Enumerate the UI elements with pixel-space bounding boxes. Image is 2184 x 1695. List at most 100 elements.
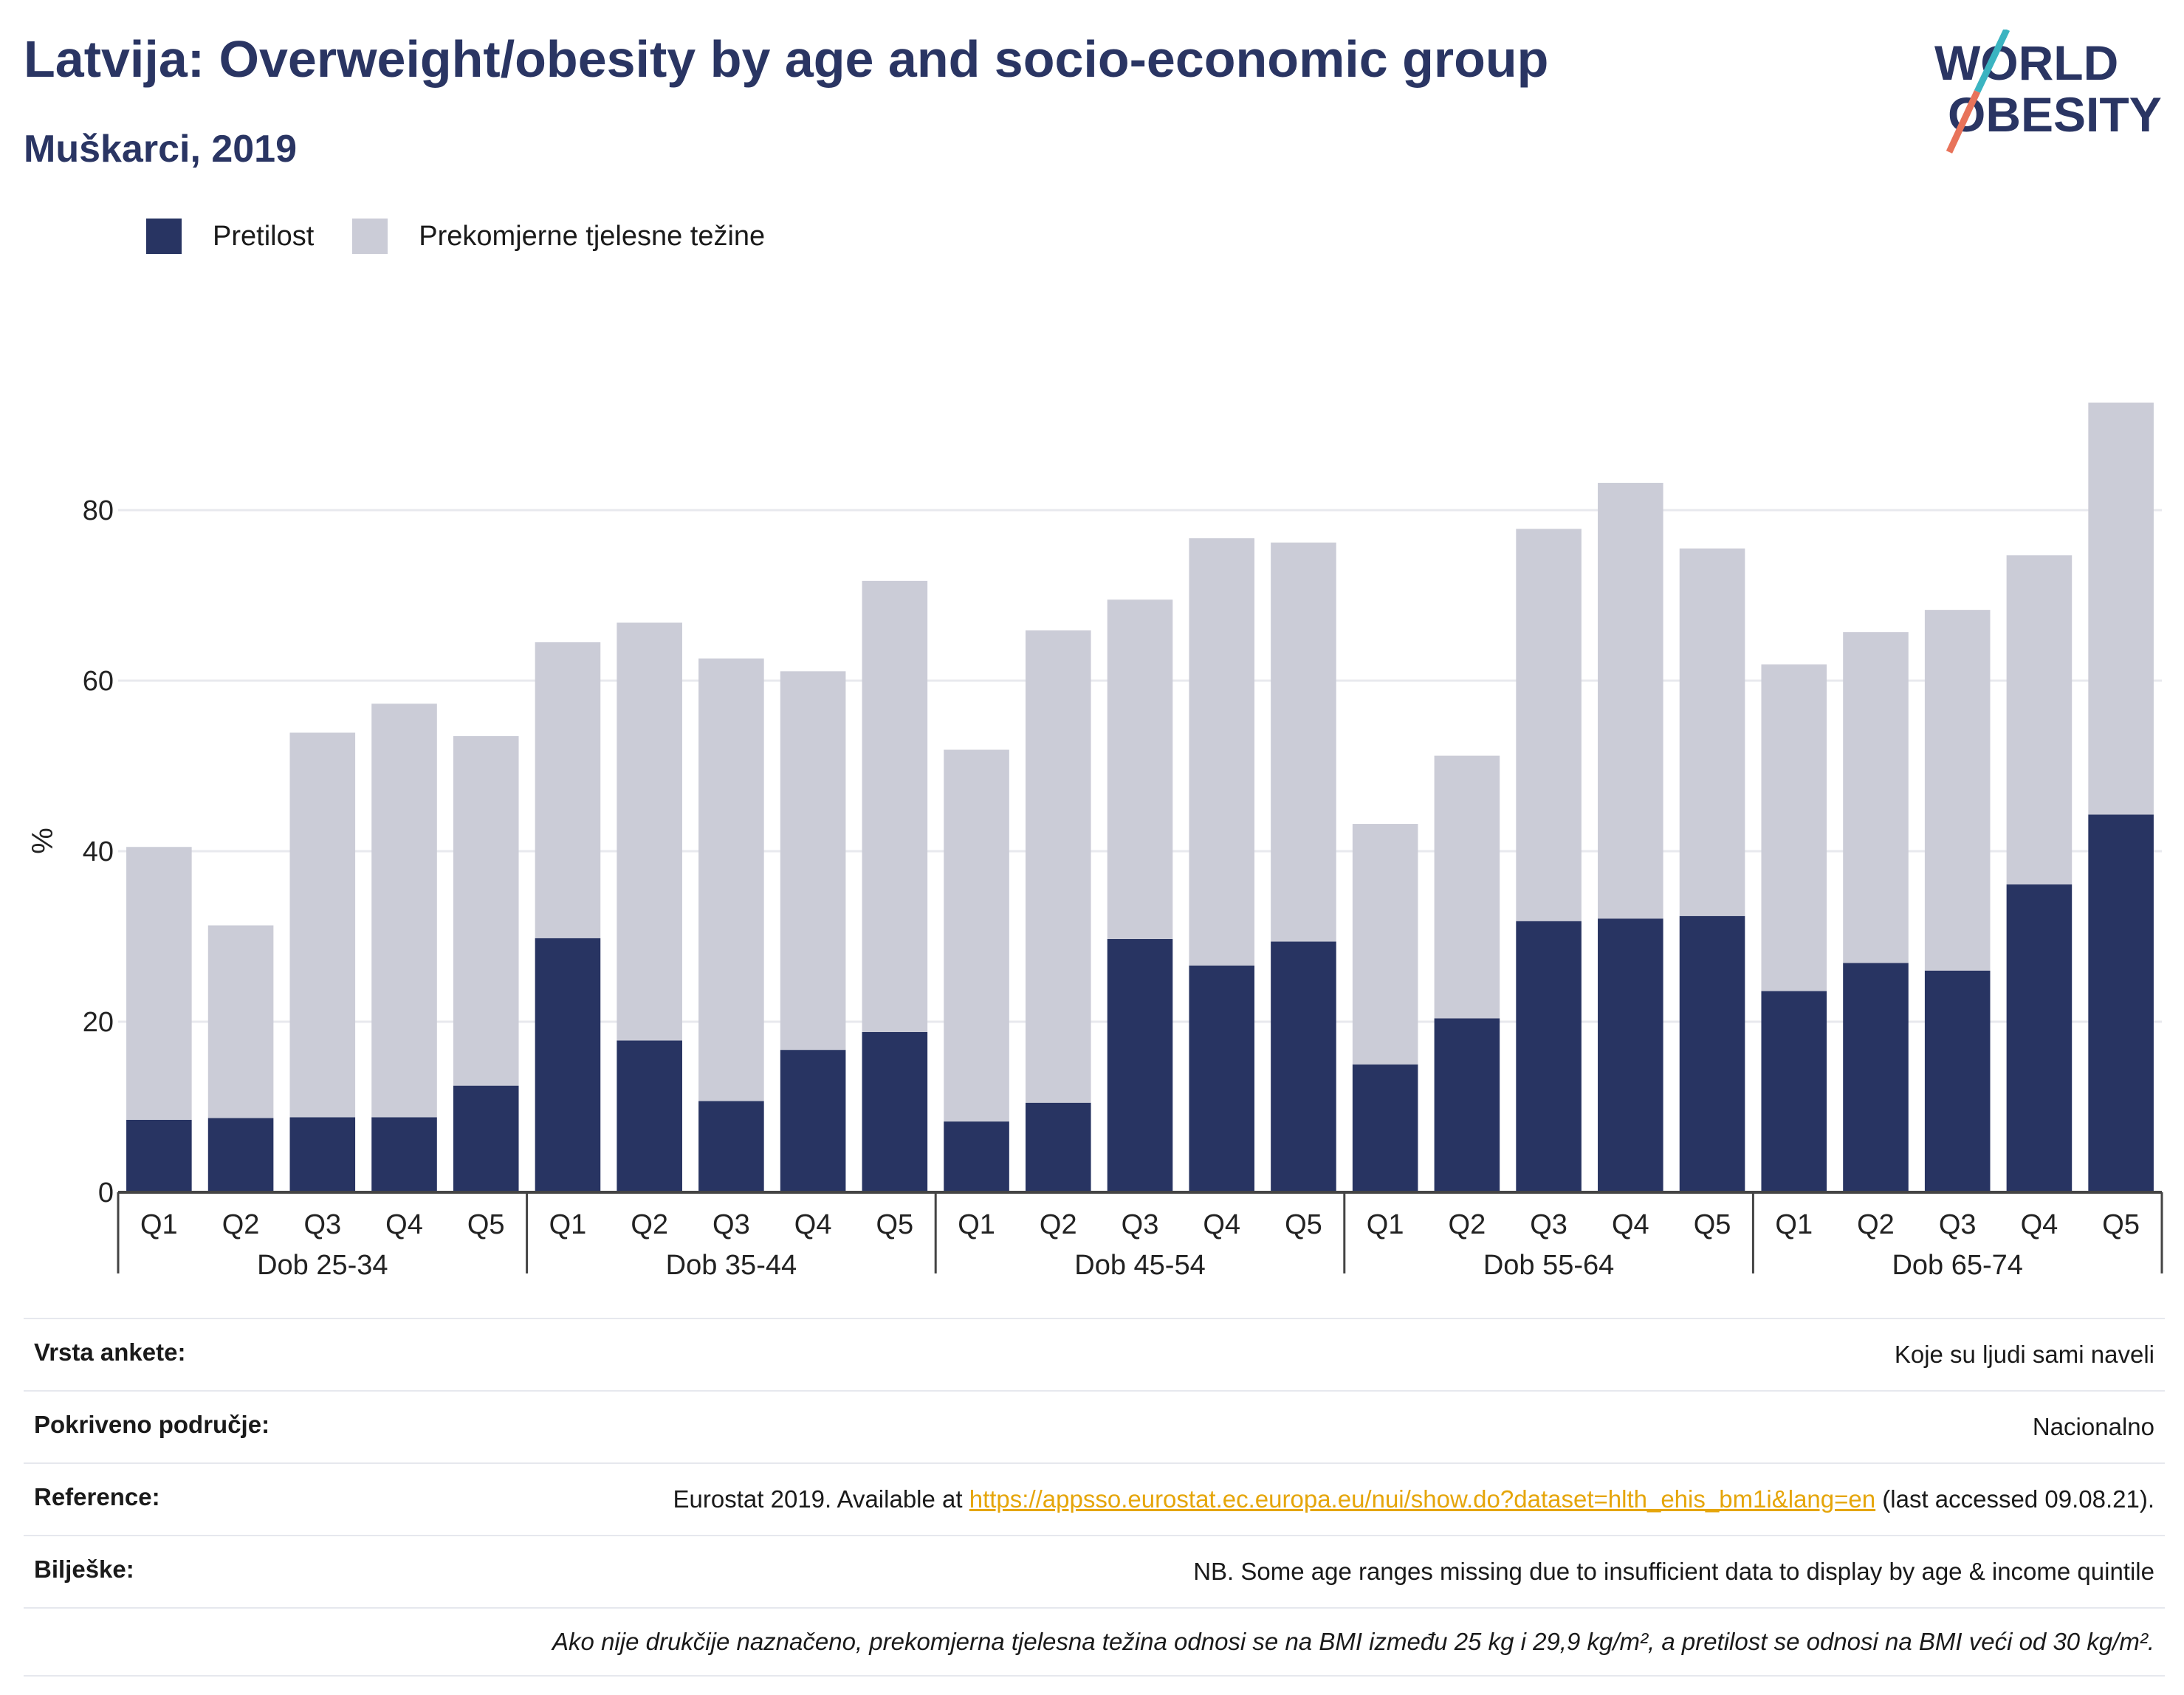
x-tick-label: Q1 [958, 1209, 995, 1240]
x-tick-label: Q5 [467, 1209, 505, 1240]
group-label: Dob 45-54 [1074, 1250, 1205, 1281]
footer-row-definition: Ako nije drukčije naznačeno, prekomjerna… [24, 1607, 2165, 1677]
y-tick-label: 80 [83, 495, 114, 526]
bar-overweight [1107, 599, 1173, 939]
page-subtitle: Muškarci, 2019 [24, 128, 298, 171]
group-label: Dob 65-74 [1892, 1250, 2022, 1281]
legend-item-overweight[interactable]: Prekomjerne tjelesne težine [352, 219, 765, 254]
x-tick-label: Q3 [712, 1209, 750, 1240]
reference-link[interactable]: https://appsso.eurostat.ec.europa.eu/nui… [969, 1485, 1876, 1513]
bar-obesity [1679, 915, 1745, 1192]
bar-overweight [1352, 824, 1418, 1065]
y-tick-label: 60 [83, 666, 114, 697]
footer-row-reference: Reference: Eurostat 2019. Available at h… [24, 1462, 2165, 1535]
bar-obesity [944, 1121, 1009, 1192]
logo-coral-stroke [1946, 90, 1981, 154]
survey-type-value: Koje su ljudi sami naveli [1894, 1341, 2154, 1368]
bar-overweight [944, 749, 1009, 1122]
group-label: Dob 35-44 [666, 1250, 797, 1281]
bar-obesity [289, 1117, 356, 1192]
bar-obesity [2088, 814, 2154, 1192]
x-tick-label: Q4 [794, 1209, 832, 1240]
bar-overweight [371, 704, 437, 1118]
bar-overweight [207, 925, 274, 1118]
bar-overweight [1189, 538, 1255, 966]
bar-obesity [1025, 1102, 1091, 1192]
survey-type-label: Vrsta ankete: [34, 1338, 186, 1366]
bar-overweight [780, 671, 846, 1051]
x-tick-label: Q1 [549, 1209, 587, 1240]
bar-obesity [535, 938, 601, 1192]
bar-obesity [1843, 963, 1909, 1192]
bar-overweight [1271, 542, 1336, 942]
bar-overweight [2006, 555, 2073, 885]
bar-overweight [126, 847, 192, 1120]
bar-overweight [862, 580, 928, 1032]
stacked-bar-chart: 0 20 40 60 80% Q1 Q2 Q3 Q4 Q5 Dob 25-34 Q1 Q2 Q3 Q4 Q5 D… [27, 402, 2163, 1281]
page-title: Latvija: Overweight/obesity by age and s… [24, 30, 1549, 88]
bar-overweight [1679, 548, 1745, 916]
x-tick-label: Q5 [1694, 1209, 1731, 1240]
x-tick-label: Q1 [1775, 1209, 1813, 1240]
bar-obesity [1924, 970, 1991, 1192]
notes-value: NB. Some age ranges missing due to insuf… [1193, 1558, 2154, 1585]
group-label: Dob 55-64 [1483, 1250, 1614, 1281]
chart-legend: Pretilost Prekomjerne tjelesne težine [146, 214, 803, 258]
chart-footer: Vrsta ankete: Koje su ljudi sami naveli … [24, 1318, 2165, 1677]
legend-item-obesity[interactable]: Pretilost [146, 219, 314, 254]
bar-overweight [453, 736, 519, 1086]
x-tick-label: Q1 [140, 1209, 178, 1240]
x-tick-label: Q5 [876, 1209, 913, 1240]
x-tick-label: Q3 [1122, 1209, 1159, 1240]
group-label: Dob 25-34 [257, 1250, 388, 1281]
x-tick-label: Q4 [1203, 1209, 1240, 1240]
bar-obesity [1271, 941, 1336, 1192]
bar-overweight [1598, 483, 1663, 919]
coverage-value: Nacionalno [2032, 1413, 2154, 1440]
bar-overweight [1434, 755, 1500, 1019]
notes-label: Bilješke: [34, 1555, 134, 1583]
y-tick-label: 20 [83, 1007, 114, 1038]
footer-row-notes: Bilješke: NB. Some age ranges missing du… [24, 1535, 2165, 1607]
bar-obesity [862, 1031, 928, 1192]
bar-overweight [617, 622, 682, 1041]
bar-obesity [780, 1050, 846, 1192]
bar-overweight [1516, 529, 1582, 921]
y-axis-label: % [27, 828, 59, 854]
legend-label-overweight: Prekomjerne tjelesne težine [419, 220, 766, 252]
definition-note: Ako nije drukčije naznačeno, prekomjerna… [552, 1628, 2154, 1655]
bar-obesity [126, 1119, 192, 1192]
bar-obesity [617, 1040, 682, 1192]
footer-row-survey: Vrsta ankete: Koje su ljudi sami naveli [24, 1318, 2165, 1390]
bar-obesity [2006, 884, 2073, 1192]
reference-label: Reference: [34, 1483, 160, 1510]
bar-obesity [1352, 1064, 1418, 1192]
bar-obesity [371, 1117, 437, 1192]
x-tick-label: Q2 [631, 1209, 668, 1240]
bar-overweight [535, 642, 601, 938]
x-tick-label: Q2 [1857, 1209, 1895, 1240]
legend-label-obesity: Pretilost [213, 220, 315, 252]
x-tick-label: Q3 [303, 1209, 341, 1240]
logo-word-1: WORLD [1934, 35, 2118, 90]
bar-overweight [2088, 402, 2154, 815]
x-tick-label: Q3 [1939, 1209, 1977, 1240]
bar-overweight [698, 658, 764, 1101]
x-tick-label: Q2 [1040, 1209, 1077, 1240]
logo-word-2: OBESITY [1948, 87, 2162, 142]
bar-obesity [453, 1085, 519, 1192]
legend-swatch-obesity [146, 219, 182, 254]
reference-prefix: Eurostat 2019. Available at [673, 1485, 969, 1513]
y-tick-label: 40 [83, 836, 114, 867]
reference-value: Eurostat 2019. Available at https://apps… [673, 1483, 2154, 1516]
bar-obesity [1761, 991, 1827, 1192]
x-tick-label: Q3 [1530, 1209, 1567, 1240]
bar-obesity [698, 1101, 764, 1192]
x-tick-label: Q2 [1449, 1209, 1486, 1240]
world-obesity-logo: WORLD OBESITY [1934, 30, 2162, 154]
y-tick-label: 0 [98, 1177, 114, 1208]
x-tick-label: Q5 [2102, 1209, 2140, 1240]
footer-row-coverage: Pokriveno područje: Nacionalno [24, 1390, 2165, 1462]
bar-overweight [1025, 630, 1091, 1103]
bar-obesity [1107, 938, 1173, 1192]
